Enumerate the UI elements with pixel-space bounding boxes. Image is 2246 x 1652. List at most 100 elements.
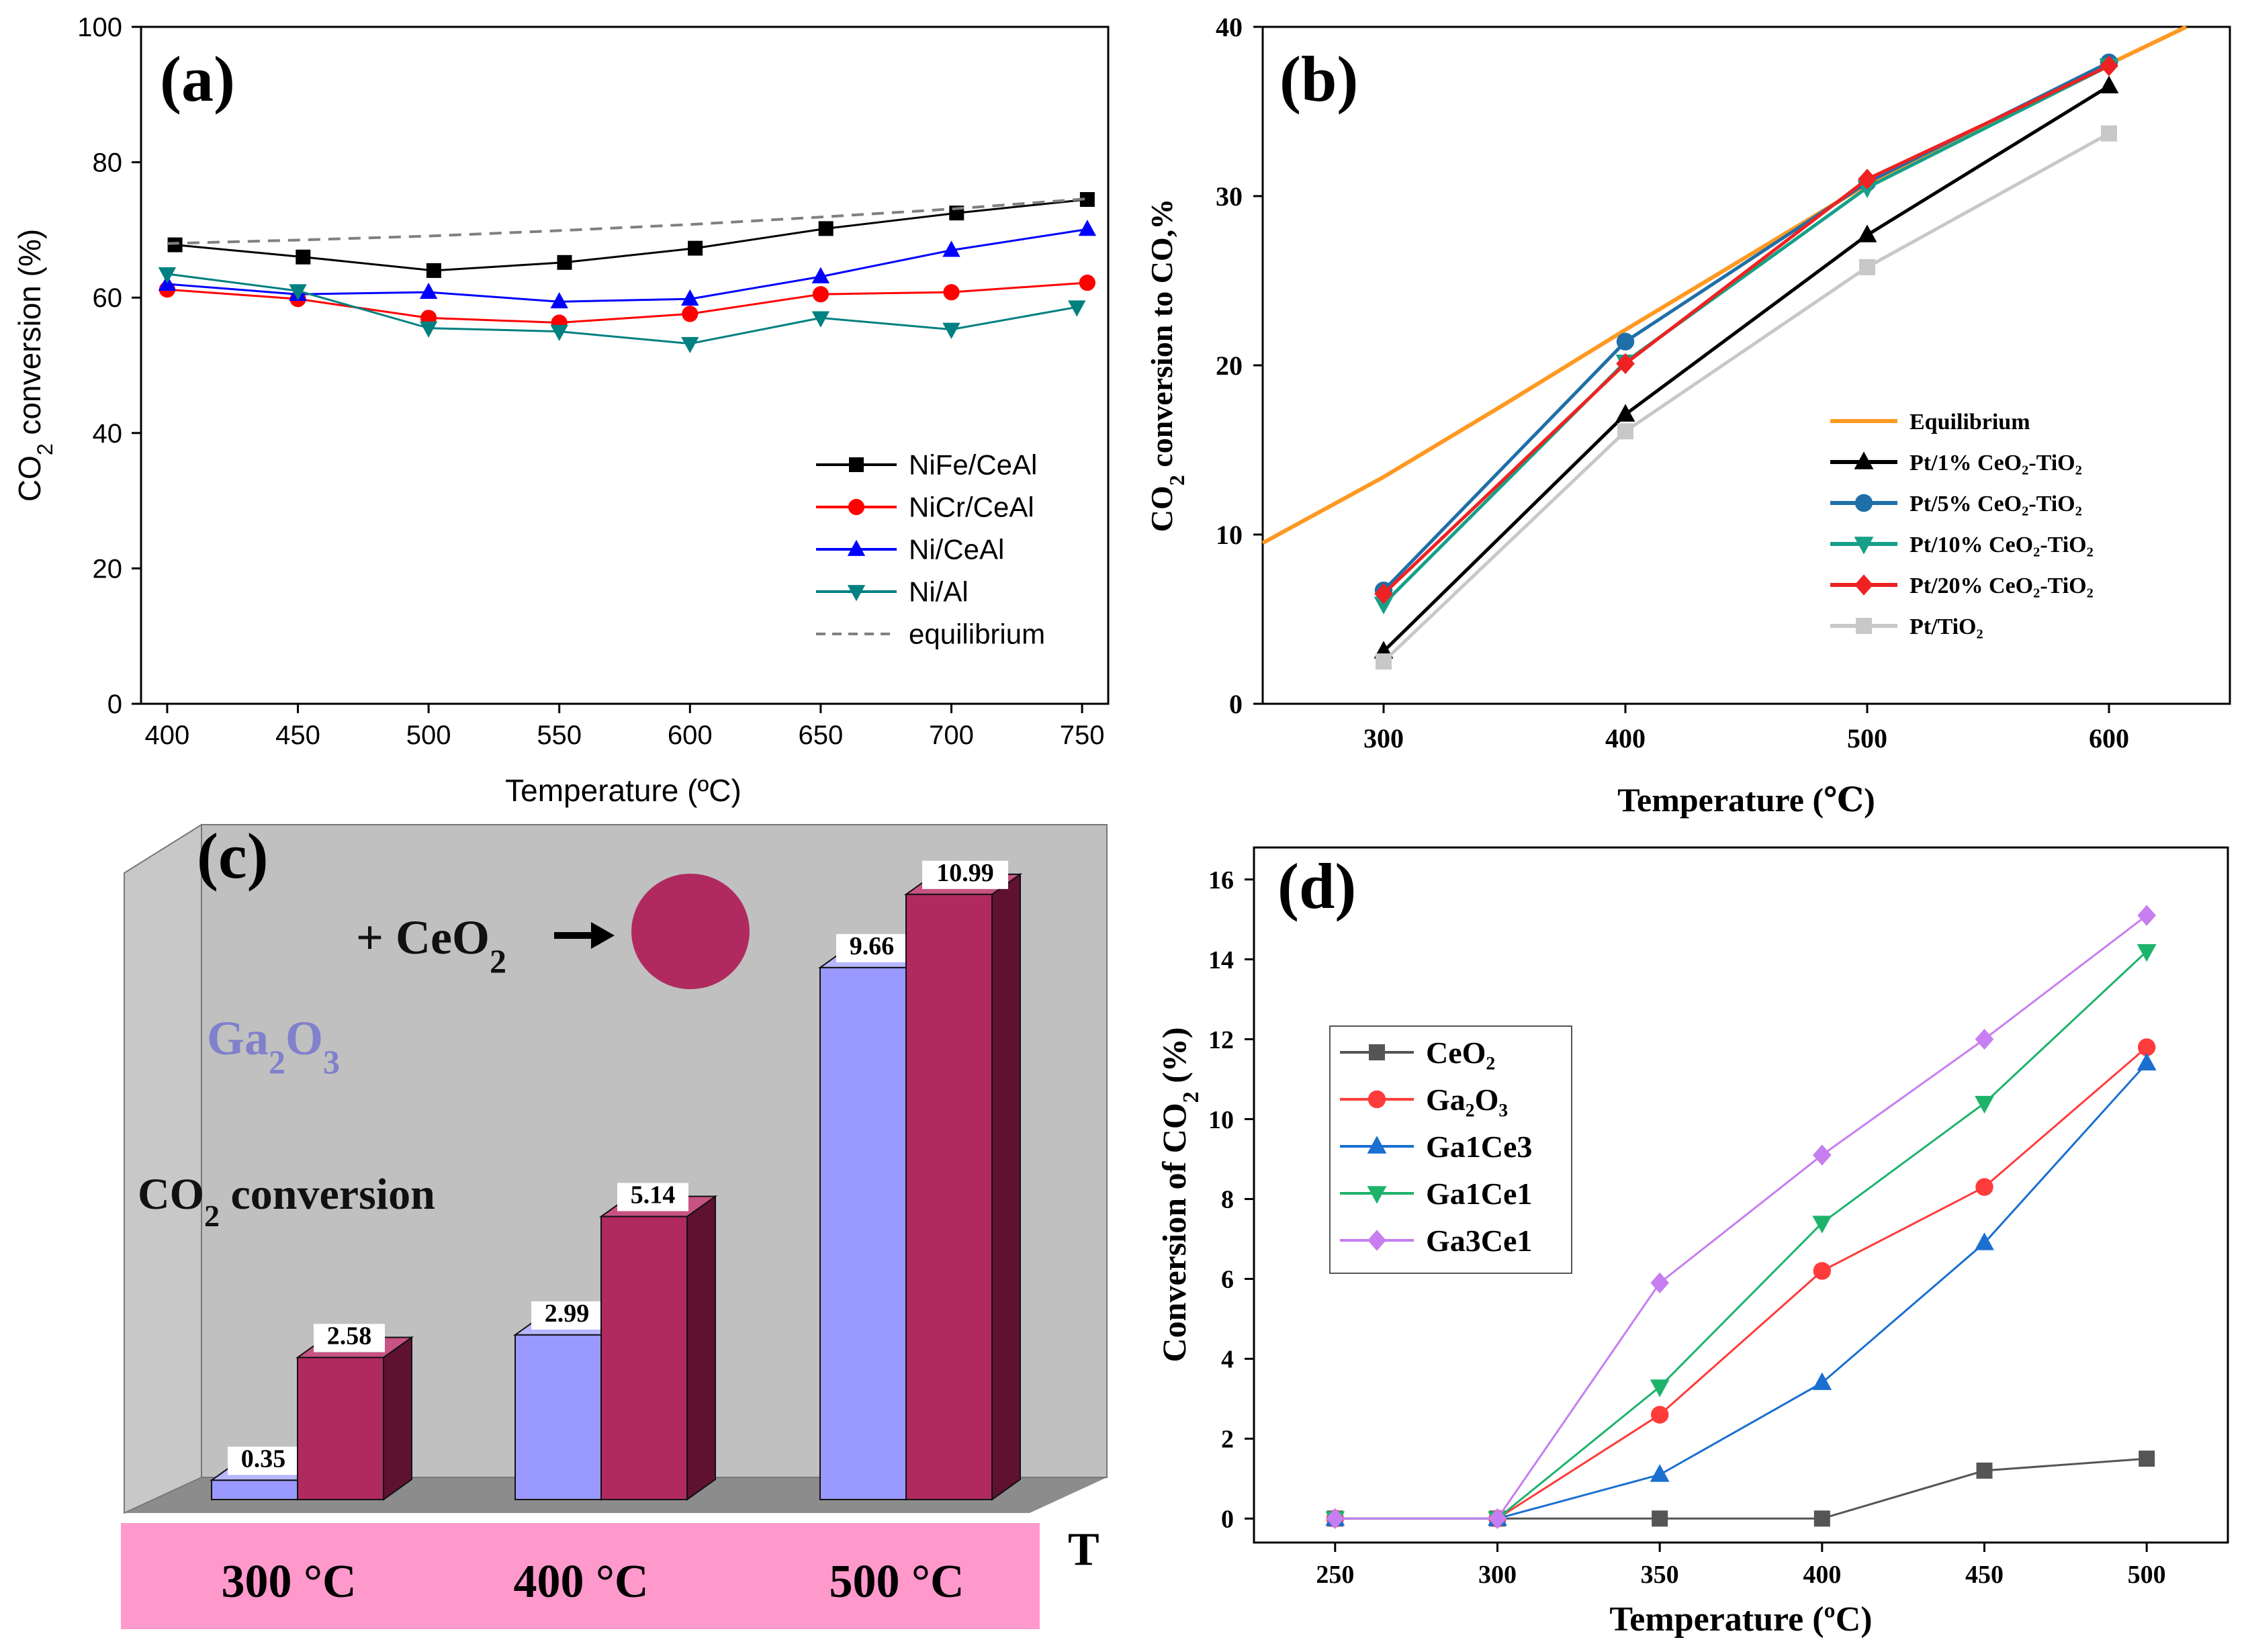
panel-c-title: CO2 conversion: [138, 1170, 435, 1233]
pb-pt-10-ceo-tio-line: [1382, 64, 2110, 606]
pa-legend-nicr-ceal-label: NiCr/CeAl: [909, 492, 1034, 523]
pb-legend-pt-1-ceo-tio-label: Pt/1% CeO₂-TiO₂: [1910, 451, 2082, 475]
pb-pt-20-ceo-tio-point: [1616, 353, 1635, 375]
bar-300-c-ga2o3-front: [211, 1479, 298, 1501]
pa-x-tick-label: 700: [929, 721, 974, 750]
pd-legend-ga1ce3-marker: [1367, 1136, 1387, 1154]
pa-x-tick-label: 400: [145, 721, 190, 750]
bar-300-c-ga2o3-ceo2-front: [297, 1357, 384, 1500]
pb-x-tick-label: 400: [1605, 723, 1646, 753]
pb-legend-pt-20-ceo-tio-marker: [1854, 574, 1873, 596]
pd-y-tick-label: 14: [1208, 946, 1234, 974]
pd-ga3ce1-point: [1488, 1508, 1507, 1529]
scheme-arrow-icon: [591, 922, 615, 949]
pd-ga1ce1-point: [1975, 1095, 1994, 1114]
pa-ni-ceal-point: [811, 267, 830, 283]
pa-legend-equilibrium-label: equilibrium: [909, 618, 1045, 650]
pa-legend-ni-ceal-label: Ni/CeAl: [909, 534, 1004, 565]
pb-x-tick-label: 500: [1847, 723, 1887, 753]
pa-ni-ceal-point: [419, 282, 438, 300]
pa-legend-nife-ceal-marker: [849, 457, 864, 472]
pd-y-tick-label: 12: [1208, 1026, 1234, 1054]
pd-y-tick-label: 0: [1221, 1506, 1234, 1534]
pb-pt-20-ceo-tio-line: [1382, 64, 2110, 596]
pb-pt-20-ceo-tio-point: [2100, 55, 2118, 77]
pa-legend-ni-al-label: Ni/Al: [909, 576, 969, 608]
bar-300-c-ga2o3-ceo2-label-bg: [314, 1324, 385, 1352]
pd-ga1ce3-point: [1650, 1464, 1670, 1482]
bar-300-c-ga2o3-ceo2-side: [383, 1336, 412, 1501]
catalyst-label: Ga2O3: [207, 1011, 340, 1081]
bar-300-c-ga2o3-label: 0.35: [241, 1444, 286, 1473]
bar-400-c-ga2o3-ceo2-label: 5.14: [631, 1181, 676, 1209]
bar-500-c-ga2o3-label-bg: [836, 933, 907, 962]
pb-pt-1-ceo-tio-point: [1857, 224, 1877, 242]
pa-nicr-ceal-point: [943, 284, 960, 301]
panel-a-ylabel: CO2 conversion (%): [12, 229, 57, 502]
pd-ga3ce1-point: [1650, 1272, 1669, 1293]
pb-pt-tio-point: [1376, 653, 1392, 670]
pd-ga1ce1-point: [2137, 944, 2157, 962]
bar-500-c-ga2o3-label: 9.66: [850, 932, 895, 960]
panel-c-category-band: [121, 1523, 1040, 1629]
pd-y-tick-label: 8: [1221, 1186, 1234, 1214]
bar-400-c-ga2o3-ceo2-label-bg: [617, 1183, 688, 1211]
pd-ga3ce1-point: [1326, 1508, 1345, 1529]
panel-c: (c) + CeO2 Ga2O3 CO2 conversion T 0.35 2.…: [121, 820, 1108, 1629]
panel-d-letter: (d): [1277, 850, 1356, 922]
pb-pt-tio-line: [1382, 132, 2110, 663]
pd-x-tick-label: 250: [1316, 1561, 1354, 1589]
pd-ceo-point: [2139, 1451, 2155, 1467]
pa-x-tick-label: 550: [537, 721, 582, 750]
pb-y-tick-label: 40: [1216, 12, 1243, 42]
pd-y-tick-label: 4: [1221, 1346, 1234, 1374]
panel-d: (d) Temperature (ºC) Conversion of CO2 (…: [1155, 846, 2229, 1639]
pd-x-tick-label: 400: [1803, 1561, 1841, 1589]
pd-x-tick-label: 350: [1641, 1561, 1679, 1589]
pd-ga-o-point: [1650, 1406, 1669, 1424]
pb-legend-pt-1-ceo-tio-marker: [1854, 451, 1874, 469]
pa-legend-ni-al-marker: [847, 585, 866, 602]
pb-legend-pt-5-ceo-tio-marker: [1854, 494, 1873, 512]
pd-legend-ga3ce1-label: Ga3Ce1: [1426, 1224, 1532, 1258]
pa-y-tick-label: 60: [93, 283, 123, 313]
pb-legend-pt-10-ceo-tio-marker: [1854, 537, 1874, 555]
pa-nicr-ceal-point: [1079, 274, 1095, 291]
pb-y-tick-label: 20: [1216, 351, 1243, 381]
pd-x-tick-label: 500: [2128, 1561, 2166, 1589]
pd-ceo-point: [1813, 1510, 1830, 1527]
pd-ceo-point: [1976, 1462, 1993, 1479]
pd-y-tick-label: 10: [1208, 1106, 1234, 1134]
pd-ga-o-point: [2137, 1038, 2156, 1056]
pb-legend-pt-10-ceo-tio-label: Pt/10% CeO₂-TiO₂: [1910, 533, 2094, 557]
pa-y-tick-label: 80: [93, 148, 123, 178]
pd-legend-ga3ce1-marker: [1367, 1230, 1386, 1251]
panel-a-frame: [140, 26, 1110, 705]
pa-x-tick-label: 600: [668, 721, 713, 750]
panel-b-ylabel: CO2 conversion to CO,%: [1144, 199, 1189, 532]
pd-legend-ceo-label: CeO₂: [1426, 1036, 1495, 1070]
pd-ga1ce3-point: [1812, 1372, 1832, 1390]
pa-nicr-ceal-point: [682, 306, 699, 322]
panel-a-letter: (a): [160, 43, 235, 115]
bar-500-c-ga2o3-ceo2-side: [991, 872, 1021, 1501]
pb-x-tick-label: 300: [1363, 723, 1404, 753]
pa-legend-ni-ceal-marker: [847, 539, 866, 556]
pb-pt-1-ceo-tio-point: [1615, 404, 1635, 422]
bar-500-c-ga2o3-ceo2-front: [905, 893, 993, 1500]
pa-ni-al-point: [942, 322, 960, 339]
panel-a-xlabel: Temperature (ºC): [505, 773, 742, 808]
panel-d-ylabel: Conversion of CO2 (%): [1155, 1027, 1204, 1363]
panel-b: (b) Temperature (℃) CO2 conversion to CO…: [1144, 12, 2231, 819]
category-label-300-c: 300 °C: [221, 1556, 356, 1608]
pb-pt-20-ceo-tio-point: [1858, 169, 1877, 190]
pd-ga3ce1-point: [1813, 1144, 1832, 1166]
bar-500-c-ga2o3-front: [819, 966, 907, 1500]
pd-legend-ceo-marker: [1369, 1044, 1385, 1060]
panel-d-xlabel: Temperature (ºC): [1609, 1600, 1872, 1639]
pa-nife-ceal-point: [688, 240, 703, 256]
pd-x-tick-label: 450: [1965, 1561, 2004, 1589]
pd-y-tick-label: 16: [1208, 866, 1234, 894]
pd-ga-o-point: [1975, 1178, 1993, 1196]
